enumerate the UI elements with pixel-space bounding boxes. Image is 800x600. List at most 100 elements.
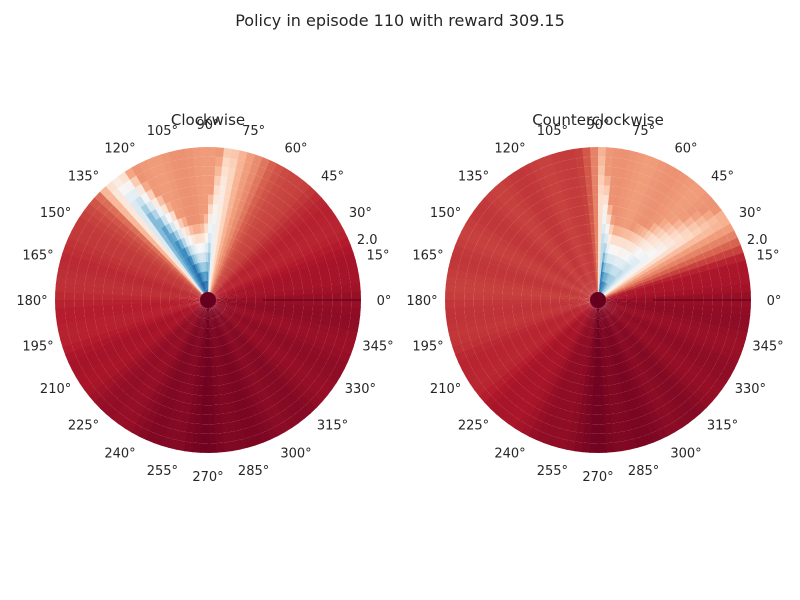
heatmap-cell bbox=[285, 222, 298, 234]
heatmap-cell bbox=[179, 167, 189, 179]
heatmap-cell bbox=[189, 314, 197, 324]
heatmap-cell bbox=[527, 218, 538, 230]
heatmap-cell bbox=[615, 306, 625, 312]
heatmap-cell bbox=[188, 384, 196, 395]
heatmap-cell bbox=[586, 273, 592, 283]
heatmap-cell bbox=[652, 363, 663, 375]
heatmap-cell bbox=[574, 311, 584, 319]
heatmap-cell bbox=[607, 299, 618, 301]
heatmap-cell bbox=[292, 312, 303, 320]
heatmap-cell bbox=[566, 328, 575, 338]
heatmap-cell bbox=[263, 214, 275, 226]
heatmap-cell bbox=[614, 225, 622, 237]
heatmap-cell bbox=[615, 307, 625, 314]
heatmap-cell bbox=[604, 306, 612, 315]
heatmap-cell bbox=[93, 311, 105, 319]
heatmap-cell bbox=[484, 276, 496, 285]
heatmap-cell bbox=[624, 229, 633, 241]
theta-tick-label: 105° bbox=[537, 124, 568, 139]
heatmap-cell bbox=[290, 199, 303, 213]
heatmap-cell bbox=[338, 269, 350, 280]
heatmap-cell bbox=[238, 320, 249, 329]
heatmap-cell bbox=[233, 326, 243, 336]
heatmap-cell bbox=[179, 272, 188, 281]
heatmap-cell bbox=[164, 212, 173, 224]
heatmap-cell bbox=[271, 316, 283, 324]
heatmap-cell bbox=[521, 288, 532, 294]
heatmap-cell bbox=[244, 284, 255, 291]
heatmap-cell bbox=[492, 305, 503, 312]
heatmap-cell bbox=[655, 384, 667, 397]
heatmap-cell bbox=[484, 346, 497, 358]
heatmap-cell bbox=[181, 307, 192, 314]
heatmap-cell bbox=[165, 387, 175, 399]
heatmap-cell bbox=[260, 387, 272, 400]
heatmap-cell bbox=[628, 320, 639, 329]
heatmap-cell bbox=[574, 441, 584, 453]
heatmap-cell bbox=[565, 262, 574, 272]
heatmap-cell bbox=[616, 304, 626, 309]
heatmap-cell bbox=[244, 151, 256, 164]
heatmap-cell bbox=[666, 330, 677, 340]
heatmap-cell bbox=[303, 185, 317, 199]
heatmap-cell bbox=[293, 294, 304, 300]
heatmap-cell bbox=[665, 225, 677, 237]
heatmap-cell bbox=[231, 360, 240, 372]
heatmap-cell bbox=[292, 216, 305, 228]
heatmap-cell bbox=[164, 278, 174, 285]
heatmap-cell bbox=[642, 230, 653, 241]
heatmap-cell bbox=[168, 438, 180, 450]
heatmap-cell bbox=[569, 301, 579, 304]
heatmap-cell bbox=[586, 327, 591, 338]
heatmap-cell bbox=[323, 227, 336, 240]
heatmap-cell bbox=[219, 314, 227, 324]
heatmap-cell bbox=[445, 307, 456, 317]
heatmap-cell bbox=[541, 309, 552, 316]
heatmap-cell bbox=[107, 329, 119, 339]
heatmap-cell bbox=[217, 243, 223, 254]
heatmap-cell bbox=[550, 297, 560, 301]
heatmap-cell bbox=[236, 267, 246, 276]
heatmap-cell bbox=[634, 235, 643, 246]
heatmap-cell bbox=[308, 191, 322, 205]
heatmap-cell bbox=[113, 280, 124, 288]
heatmap-cell bbox=[647, 266, 658, 274]
heatmap-cell bbox=[248, 338, 259, 348]
heatmap-cell bbox=[139, 203, 151, 216]
heatmap-cell bbox=[701, 209, 715, 222]
heatmap-cell bbox=[231, 228, 240, 239]
heatmap-cell bbox=[601, 328, 605, 339]
heatmap-cell bbox=[654, 242, 665, 252]
heatmap-cell bbox=[661, 221, 673, 233]
heatmap-cell bbox=[211, 204, 218, 215]
heatmap-cell bbox=[105, 347, 118, 358]
heatmap-cell bbox=[580, 325, 587, 336]
heatmap-cell bbox=[589, 223, 595, 234]
heatmap-cell bbox=[215, 346, 221, 357]
theta-tick-label: 45° bbox=[321, 170, 344, 185]
heatmap-cell bbox=[545, 336, 556, 346]
heatmap-cell bbox=[500, 216, 513, 229]
theta-tick-label: 15° bbox=[756, 248, 779, 263]
heatmap-cell bbox=[189, 302, 200, 307]
heatmap-cell bbox=[102, 305, 113, 312]
heatmap-cell bbox=[279, 247, 291, 257]
heatmap-cell bbox=[172, 230, 181, 241]
heatmap-cell bbox=[551, 285, 562, 291]
heatmap-cell bbox=[203, 318, 207, 329]
heatmap-cell bbox=[473, 306, 484, 314]
heatmap-cell bbox=[502, 300, 513, 306]
heatmap-cell bbox=[577, 344, 584, 355]
heatmap-cell bbox=[651, 317, 662, 324]
theta-tick-label: 30° bbox=[739, 206, 762, 221]
heatmap-cell bbox=[617, 271, 626, 280]
heatmap-cell bbox=[654, 305, 665, 311]
heatmap-cell bbox=[229, 148, 240, 160]
heatmap-cell bbox=[222, 245, 229, 256]
heatmap-cell bbox=[590, 366, 595, 377]
heatmap-cell bbox=[286, 365, 298, 377]
heatmap-cell bbox=[111, 357, 124, 369]
heatmap-cell bbox=[603, 233, 609, 244]
heatmap-cell bbox=[655, 261, 667, 270]
heatmap-cell bbox=[255, 344, 266, 355]
